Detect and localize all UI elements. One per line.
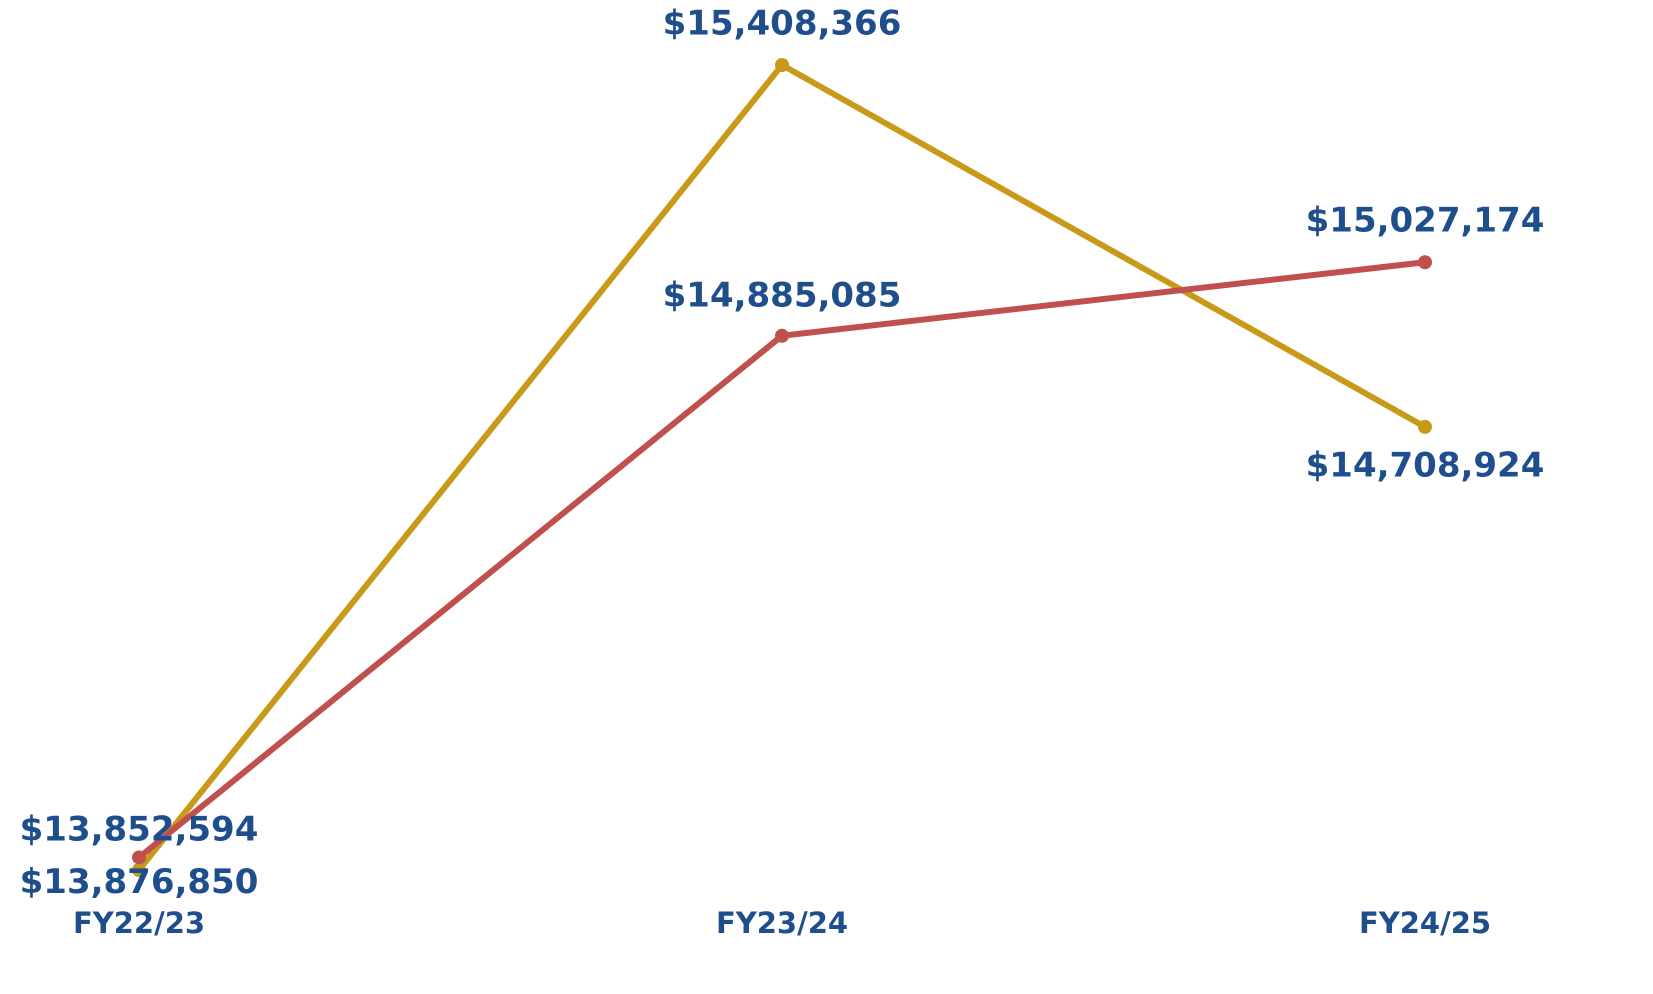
data-label: $15,027,174 xyxy=(1306,201,1545,241)
x-tick-label: FY24/25 xyxy=(1359,906,1491,940)
data-label: $15,408,366 xyxy=(663,4,902,44)
point xyxy=(775,328,789,343)
data-label: $13,852,594 xyxy=(20,810,259,850)
data-label: $14,885,085 xyxy=(663,275,902,315)
point xyxy=(775,58,789,72)
data-label: $13,876,850 xyxy=(20,862,259,902)
point xyxy=(132,850,146,865)
point xyxy=(1418,419,1432,434)
point xyxy=(1418,255,1432,270)
line xyxy=(137,259,1426,860)
data-label: $14,708,924 xyxy=(1306,445,1545,485)
x-tick-label: FY22/23 xyxy=(73,906,205,940)
point xyxy=(132,863,146,877)
line xyxy=(136,62,1427,872)
x-tick-label: FY23/24 xyxy=(716,906,848,940)
